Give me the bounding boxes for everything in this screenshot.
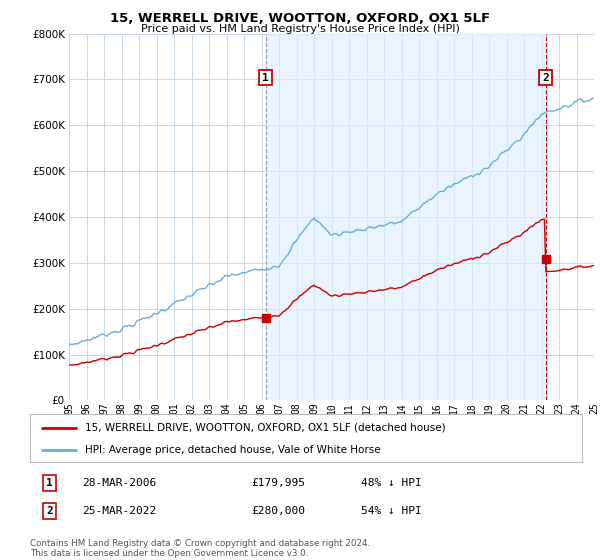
Text: 28-MAR-2006: 28-MAR-2006 (82, 478, 157, 488)
Text: 25-MAR-2022: 25-MAR-2022 (82, 506, 157, 516)
Text: 1: 1 (262, 73, 269, 83)
Text: Price paid vs. HM Land Registry's House Price Index (HPI): Price paid vs. HM Land Registry's House … (140, 24, 460, 34)
Text: 2: 2 (46, 506, 53, 516)
Text: 2: 2 (542, 73, 549, 83)
Text: 15, WERRELL DRIVE, WOOTTON, OXFORD, OX1 5LF: 15, WERRELL DRIVE, WOOTTON, OXFORD, OX1 … (110, 12, 490, 25)
Text: HPI: Average price, detached house, Vale of White Horse: HPI: Average price, detached house, Vale… (85, 445, 381, 455)
Text: 54% ↓ HPI: 54% ↓ HPI (361, 506, 422, 516)
Bar (266, 34, 545, 400)
Text: £179,995: £179,995 (251, 478, 305, 488)
Text: 48% ↓ HPI: 48% ↓ HPI (361, 478, 422, 488)
Text: 15, WERRELL DRIVE, WOOTTON, OXFORD, OX1 5LF (detached house): 15, WERRELL DRIVE, WOOTTON, OXFORD, OX1 … (85, 423, 446, 433)
Text: Contains HM Land Registry data © Crown copyright and database right 2024.
This d: Contains HM Land Registry data © Crown c… (30, 539, 370, 558)
Text: £280,000: £280,000 (251, 506, 305, 516)
Text: 1: 1 (46, 478, 53, 488)
